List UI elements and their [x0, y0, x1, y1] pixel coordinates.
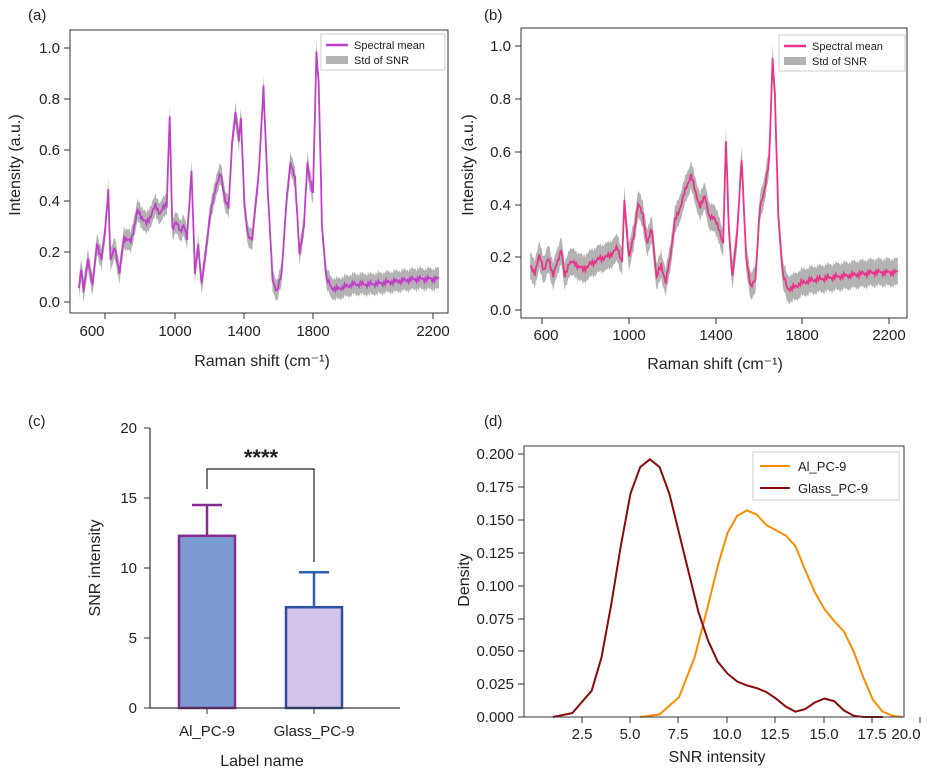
y-tick-label: 0.4 [39, 193, 60, 210]
x-tick-label: 1000 [158, 323, 191, 340]
panel-c: (c) 0 5 10 15 20 Al_PC-9 Glass_PC-9 [28, 413, 400, 770]
x-axis-title: Raman shift (cm⁻¹) [194, 353, 330, 370]
x-tick-label: 2200 [416, 323, 449, 340]
significance-stars: **** [244, 445, 279, 470]
y-tick-label: 0.025 [476, 676, 514, 693]
y-axis-title: Density [456, 553, 473, 606]
x-tick-label: 2.5 [572, 726, 593, 743]
y-tick-label: 0.2 [490, 249, 511, 266]
panel-d-x-ticks: 2.5 5.0 7.5 10.0 12.5 15.0 17.5 20.0 [572, 717, 921, 743]
bar-glass-pc9 [284, 605, 344, 710]
significance-bracket [206, 468, 315, 562]
panel-a-plot [78, 41, 440, 303]
category-label: Glass_PC-9 [274, 723, 355, 740]
density-curve-glass-pc9 [552, 458, 883, 718]
y-tick-label: 15 [120, 490, 137, 507]
x-tick-label: 1400 [227, 323, 260, 340]
panel-a-legend: Spectral mean Std of SNR [320, 33, 446, 71]
y-tick-label: 0.0 [39, 294, 60, 311]
y-tick-label: 1.0 [39, 40, 60, 57]
y-tick-label: 20 [120, 420, 137, 437]
x-tick-label: 15.0 [809, 726, 838, 743]
panel-d: (d) 2.5 5.0 7.5 10.0 12.5 15.0 17.5 20.0 [456, 413, 921, 766]
errorbar-glass-pc9 [299, 570, 329, 608]
y-axis-title: SNR intensity [87, 520, 104, 617]
y-tick-label: 0.4 [490, 197, 511, 214]
x-tick-label: 10.0 [712, 726, 741, 743]
panel-c-label: (c) [28, 413, 46, 430]
x-tick-label: 1000 [612, 327, 645, 344]
x-tick-label: 1400 [699, 327, 732, 344]
panel-b: (b) 600 1000 1400 1800 2200 0.0 0.2 [460, 7, 908, 373]
x-tick-label: 7.5 [668, 726, 689, 743]
std-band [530, 44, 898, 305]
panel-a-y-ticks: 0.0 0.2 0.4 0.6 0.8 1.0 [39, 40, 70, 311]
y-tick-label: 0.000 [476, 709, 514, 726]
x-tick-label: 12.5 [760, 726, 789, 743]
x-tick-label: 17.5 [857, 726, 886, 743]
errorbar-al-pc9 [192, 503, 222, 536]
x-axis-title: Label name [220, 753, 304, 770]
density-curve-al-pc9 [640, 509, 903, 718]
y-tick-label: 0.175 [476, 479, 514, 496]
legend-label: Al_PC-9 [798, 459, 846, 474]
panel-a: (a) 600 1000 1400 1800 2200 0.0 0.2 [7, 7, 450, 370]
panel-d-label: (d) [484, 413, 502, 430]
x-tick-label: 2200 [872, 327, 905, 344]
y-tick-label: 0.200 [476, 446, 514, 463]
legend-swatch-std [326, 56, 348, 64]
y-tick-label: 0.125 [476, 545, 514, 562]
x-tick-label: 600 [533, 327, 558, 344]
y-tick-label: 0.6 [39, 142, 60, 159]
y-tick-label: 0.100 [476, 578, 514, 595]
panel-b-frame [520, 27, 908, 319]
panel-b-label: (b) [484, 7, 502, 24]
y-tick-label: 0.6 [490, 144, 511, 161]
bar-al-pc9 [177, 534, 237, 710]
x-tick-label: 20.0 [891, 726, 920, 743]
x-axis-title: SNR intensity [669, 749, 766, 766]
legend-swatch-std [784, 57, 806, 65]
y-tick-label: 0.8 [39, 91, 60, 108]
y-tick-label: 0.050 [476, 643, 514, 660]
panel-a-x-ticks: 600 1000 1400 1800 2200 [79, 313, 450, 340]
panel-c-y-ticks: 0 5 10 15 20 [120, 420, 150, 717]
panel-a-label: (a) [28, 7, 46, 24]
x-axis-title: Raman shift (cm⁻¹) [647, 356, 783, 373]
panel-d-legend: Al_PC-9 Glass_PC-9 [752, 451, 900, 501]
y-tick-label: 0 [129, 700, 137, 717]
y-tick-label: 0.075 [476, 611, 514, 628]
legend-label: Std of SNR [812, 56, 867, 68]
y-tick-label: 0.2 [39, 244, 60, 261]
panel-b-legend: Spectral mean Std of SNR [778, 34, 906, 72]
spectral-mean-line [78, 51, 440, 294]
y-tick-label: 5 [129, 630, 137, 647]
y-axis-title: Intensity (a.u.) [460, 114, 477, 215]
y-tick-label: 0.8 [490, 91, 511, 108]
category-label: Al_PC-9 [179, 723, 235, 740]
legend-label: Std of SNR [354, 55, 409, 67]
panel-b-y-ticks: 0.0 0.2 0.4 0.6 0.8 1.0 [490, 38, 521, 319]
panel-b-plot [529, 44, 899, 305]
panel-a-frame [69, 29, 449, 314]
panel-d-frame [523, 445, 905, 718]
x-tick-label: 1800 [785, 327, 818, 344]
x-tick-label: 1800 [296, 323, 329, 340]
y-axis-title: Intensity (a.u.) [7, 114, 24, 215]
legend-box [752, 451, 900, 501]
x-tick-label: 5.0 [620, 726, 641, 743]
y-tick-label: 0.150 [476, 512, 514, 529]
panel-b-x-ticks: 600 1000 1400 1800 2200 [533, 318, 906, 344]
y-tick-label: 10 [120, 560, 137, 577]
y-tick-label: 1.0 [490, 38, 511, 55]
panel-d-y-ticks: 0.000 0.025 0.050 0.075 0.100 0.125 0.15… [476, 446, 524, 726]
legend-label: Spectral mean [812, 41, 883, 53]
legend-label: Glass_PC-9 [798, 481, 868, 496]
legend-label: Spectral mean [354, 40, 425, 52]
x-tick-label: 600 [79, 323, 104, 340]
spectral-mean-line [529, 58, 899, 293]
y-tick-label: 0.0 [490, 302, 511, 319]
